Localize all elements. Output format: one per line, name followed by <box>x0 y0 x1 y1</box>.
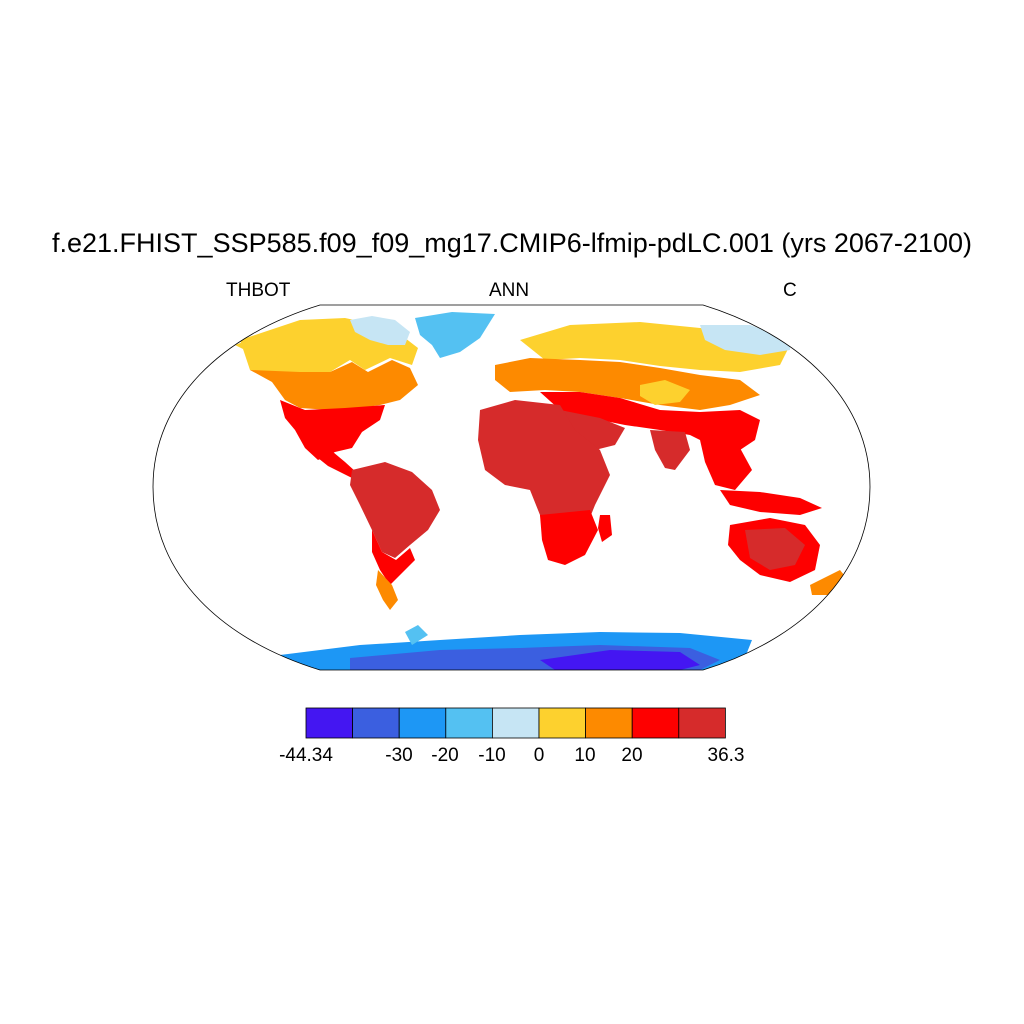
indonesia <box>720 490 822 515</box>
season-label: ANN <box>489 280 530 301</box>
southeast-asia <box>700 440 752 490</box>
australia-hot-core <box>745 528 805 570</box>
colorbar-tick-label: 36.3 <box>707 745 745 766</box>
colorbar-tick-label: 10 <box>574 745 596 766</box>
colorbar-swatch <box>631 707 680 739</box>
colorbar-swatch <box>352 707 400 739</box>
madagascar <box>598 515 612 542</box>
colorbar-swatch <box>585 707 633 739</box>
colorbar-tick-label: -10 <box>478 745 506 766</box>
land-temperature-field <box>235 312 848 670</box>
antarctica-plateau <box>540 650 700 670</box>
colorbar-tick-label: -30 <box>385 745 413 766</box>
colorbar-tick-label: -20 <box>431 745 459 766</box>
colorbar-tick-label: -44.34 <box>279 745 333 766</box>
colorbar-tick-label: 20 <box>621 745 643 766</box>
patagonia <box>376 570 398 610</box>
map-outline <box>152 304 871 671</box>
canada-arctic-islands <box>350 316 410 345</box>
colorbar-swatch <box>398 707 447 739</box>
colorbar-swatch <box>445 707 493 739</box>
variable-label: THBOT <box>226 280 291 301</box>
south-america-warm-ring <box>372 530 415 585</box>
colorbar-swatch <box>491 707 540 739</box>
europe-mid-band <box>495 358 760 410</box>
alaska <box>235 335 295 358</box>
asia-warm-band <box>540 392 760 450</box>
colorbar-swatch <box>538 707 586 739</box>
north-america-mid-band <box>250 360 418 410</box>
south-america-hot-core <box>350 462 440 558</box>
central-america <box>318 452 356 478</box>
antarctic-peninsula <box>405 625 428 645</box>
north-america-warm-band <box>280 400 385 460</box>
map-title: f.e21.FHIST_SSP585.f09_f09_mg17.CMIP6-lf… <box>52 228 972 258</box>
india <box>650 430 690 470</box>
africa-south-warm <box>540 510 598 565</box>
greenland <box>415 312 495 358</box>
new-zealand <box>810 570 848 595</box>
colorbar-swatch <box>305 707 353 739</box>
colorbar-swatch <box>678 707 726 739</box>
tibet-plateau <box>640 380 690 405</box>
units-label: C <box>783 280 797 301</box>
colorbar-tick-label: 0 <box>533 745 545 766</box>
colorbar <box>305 707 726 739</box>
